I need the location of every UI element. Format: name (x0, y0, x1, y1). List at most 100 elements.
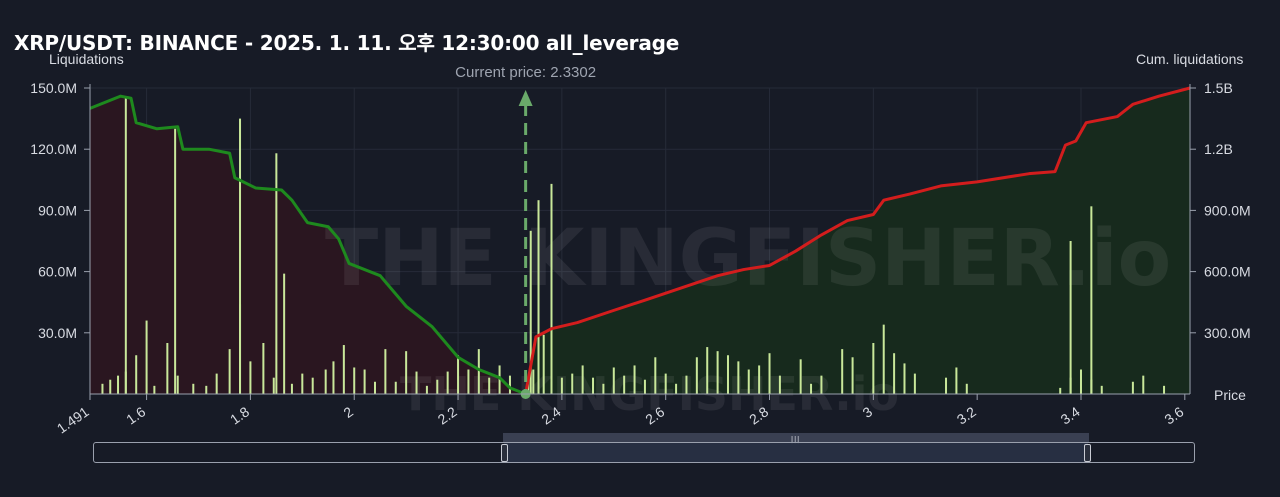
long-liquidation-bar (135, 355, 138, 394)
long-liquidation-bar (166, 343, 169, 394)
long-liquidation-bar (153, 385, 156, 394)
x-tick-label: 1.491 (54, 403, 92, 436)
short-liquidation-bar (560, 377, 563, 394)
long-liquidation-bar (176, 375, 179, 394)
short-liquidation-bar (851, 357, 854, 394)
short-liquidation-bar (592, 377, 595, 394)
short-liquidation-bar (633, 365, 636, 394)
long-liquidation-bar (283, 273, 286, 394)
long-liquidation-bar (384, 349, 387, 394)
long-liquidation-bar (353, 367, 356, 394)
short-liquidation-bar (532, 369, 535, 394)
short-liquidation-bar (643, 379, 646, 394)
navigator-window[interactable] (504, 443, 1088, 462)
long-liquidation-bar (508, 375, 511, 394)
y-left-tick-label: 120.0M (30, 141, 77, 157)
current-price-marker: Current price: 2.3302 (455, 64, 596, 399)
long-liquidation-bar (457, 355, 460, 394)
short-liquidation-bar (542, 334, 545, 394)
long-liquidation-bar (290, 383, 293, 394)
x-tick-label: 2 (340, 403, 356, 421)
long-liquidation-bar (332, 361, 335, 394)
short-liquidation-bar (737, 361, 740, 394)
current-price-arrow-icon (518, 90, 533, 106)
short-liquidation-bar (882, 324, 885, 394)
navigator[interactable] (93, 442, 1195, 463)
right-y-axis: 300.0M 600.0M 900.0M 1.2B 1.5B (1189, 80, 1251, 394)
liquidation-bar-large (1069, 241, 1072, 394)
left-y-axis: 30.0M 60.0M 90.0M 120.0M 150.0M (30, 80, 91, 394)
short-liquidation-bar (675, 383, 678, 394)
y-right-tick-label: 900.0M (1204, 202, 1251, 218)
short-liquidation-bar (1079, 369, 1082, 394)
short-liquidation-bar (1100, 385, 1103, 394)
short-liquidation-bar (810, 383, 813, 394)
short-liquidation-bar (685, 375, 688, 394)
short-liquidation-bar (581, 365, 584, 394)
current-price-label: Current price: 2.3302 (455, 64, 596, 81)
long-liquidation-bar (467, 369, 470, 394)
long-liquidation-bar (192, 383, 195, 394)
liquidation-bar-large (529, 230, 532, 394)
short-liquidation-bar (571, 373, 574, 394)
short-liquidation-bar (1131, 381, 1134, 394)
short-liquidation-bar (768, 353, 771, 394)
navigator-grip-icon[interactable]: ||| (791, 435, 801, 444)
y-right-tick-label: 600.0M (1204, 264, 1251, 280)
y-left-tick-label: 150.0M (30, 80, 77, 96)
watermark-text: THE KINGFISHER.io (325, 214, 1171, 304)
liquidation-bar-large (1090, 206, 1093, 394)
long-liquidation-bar (342, 345, 345, 394)
long-liquidation-bar (215, 373, 218, 394)
short-liquidation-bar (1059, 387, 1062, 394)
long-liquidation-bar (373, 381, 376, 394)
long-liquidation-bar (425, 385, 428, 394)
long-liquidation-bar (477, 349, 480, 394)
y-left-tick-label: 90.0M (38, 202, 77, 218)
short-liquidation-bar (903, 363, 906, 394)
liquidation-bar-large (239, 118, 242, 394)
short-liquidation-bar (945, 377, 948, 394)
cumulative-area-1 (525, 88, 1190, 394)
liquidation-bars (101, 98, 1166, 395)
long-liquidation-bar (311, 377, 314, 394)
short-liquidation-bar (778, 375, 781, 394)
right-axis-title: Cum. liquidations (1136, 51, 1244, 67)
short-liquidation-bar (654, 357, 657, 394)
x-tick-label: 3.4 (1058, 403, 1083, 427)
liquidation-bar-large (537, 200, 540, 394)
short-liquidation-bar (706, 347, 709, 394)
chart-title: XRP/USDT: BINANCE - 2025. 1. 11. 오후 12:3… (14, 31, 680, 55)
short-liquidation-bar (872, 343, 875, 394)
y-left-tick-label: 60.0M (38, 264, 77, 280)
left-axis-title: Liquidations (49, 51, 124, 67)
short-liquidation-bar (716, 351, 719, 394)
cumulative-areas (90, 88, 1190, 394)
long-liquidation-bar (101, 383, 104, 394)
long-liquidation-bar (446, 371, 449, 394)
short-liquidation-bar (695, 357, 698, 394)
short-liquidation-bar (664, 373, 667, 394)
navigator-scrollbar[interactable] (503, 433, 1089, 442)
cumulative-line-0 (89, 94, 527, 396)
long-liquidation-bar (205, 385, 208, 394)
long-liquidation-bar (436, 379, 439, 394)
long-liquidation-bar (415, 371, 418, 394)
long-liquidation-bar (228, 349, 231, 394)
short-liquidation-bar (841, 349, 844, 394)
y-right-tick-label: 300.0M (1204, 325, 1251, 341)
liquidation-bar-large (275, 153, 278, 394)
long-liquidation-bar (324, 369, 327, 394)
short-liquidation-bar (955, 367, 958, 394)
short-liquidation-bar (747, 369, 750, 394)
navigator-right-handle[interactable] (1084, 444, 1091, 462)
x-tick-label: 3.2 (954, 403, 979, 427)
x-tick-label: 1.8 (227, 403, 252, 427)
y-right-tick-label: 1.5B (1204, 80, 1233, 96)
short-liquidation-bar (612, 367, 615, 394)
navigator-left-handle[interactable] (501, 444, 508, 462)
long-liquidation-bar (117, 375, 120, 394)
short-liquidation-bar (602, 383, 605, 394)
long-liquidation-bar (262, 343, 265, 394)
